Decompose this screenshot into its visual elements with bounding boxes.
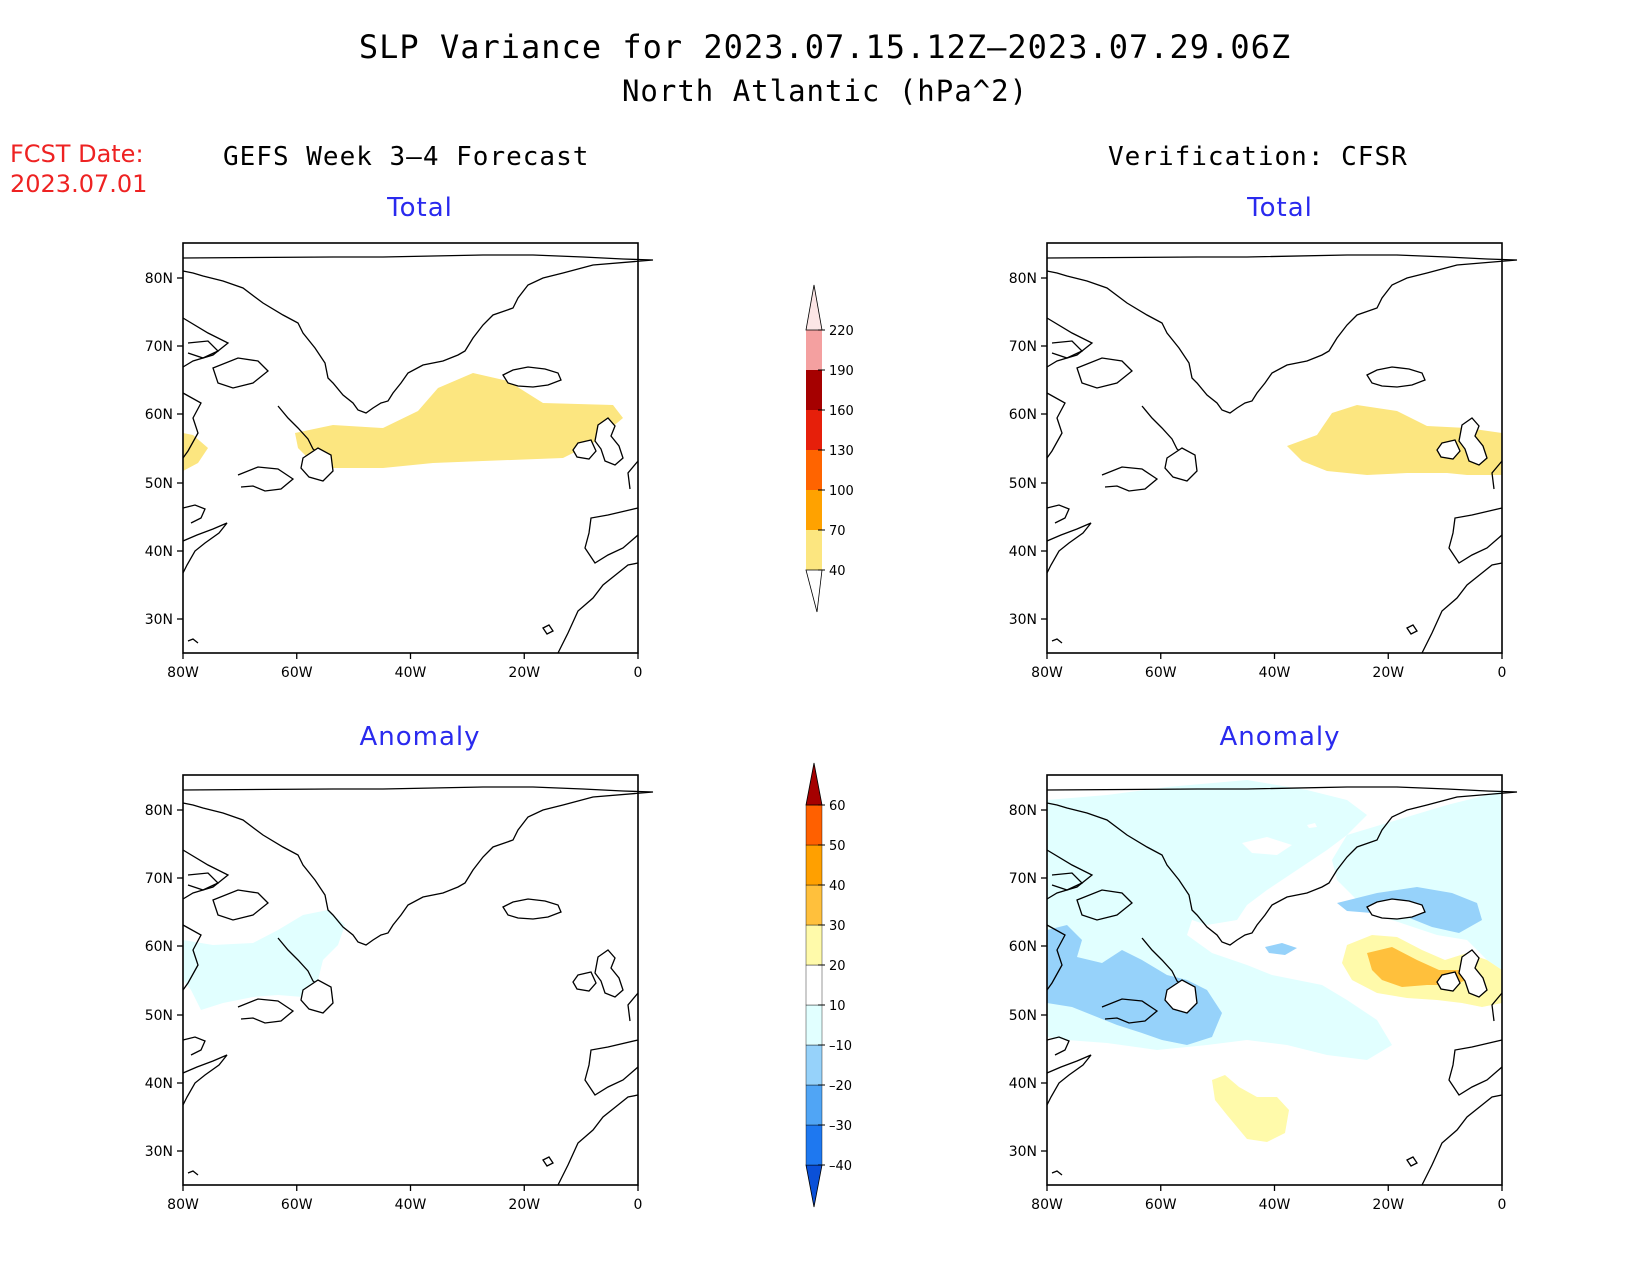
lon-label-forecast-anomaly: 80W — [167, 1197, 199, 1213]
colorbar-anomaly-label: 50 — [829, 839, 846, 854]
lon-label-verification-anomaly: 80W — [1031, 1197, 1063, 1213]
fcst-date-value: 2023.07.01 — [10, 170, 148, 198]
colorbar-anomaly-box — [805, 924, 823, 966]
lon-label-forecast-total: 0 — [634, 665, 643, 681]
lat-label-verification-total: 80N — [1009, 271, 1037, 287]
colorbar-total-top-extension — [805, 284, 823, 331]
colorbar-anomaly-label: 30 — [829, 919, 846, 934]
lon-label-verification-total: 60W — [1145, 665, 1177, 681]
lon-label-forecast-anomaly: 0 — [634, 1197, 643, 1213]
lon-label-forecast-anomaly: 20W — [508, 1197, 540, 1213]
colorbar-total-box — [806, 450, 822, 490]
colorbar-anomaly-label: –40 — [829, 1159, 852, 1174]
lon-label-verification-anomaly: 20W — [1372, 1197, 1404, 1213]
lat-label-forecast-anomaly: 30N — [145, 1144, 173, 1160]
lon-label-verification-total: 40W — [1259, 665, 1291, 681]
map-panel-forecast-anomaly — [182, 774, 654, 1186]
colorbar-anomaly-box — [805, 844, 823, 886]
colorbar-total-box — [806, 330, 822, 370]
colorbar-anomaly-label: –10 — [829, 1039, 852, 1054]
lon-label-verification-anomaly: 0 — [1498, 1197, 1507, 1213]
colorbar-total-label: 40 — [829, 564, 846, 579]
lat-label-verification-total: 50N — [1009, 476, 1037, 492]
lat-label-verification-anomaly: 80N — [1009, 803, 1037, 819]
colorbar-anomaly-box — [805, 804, 823, 846]
lon-label-forecast-anomaly: 60W — [281, 1197, 313, 1213]
lon-label-forecast-total: 80W — [167, 665, 199, 681]
lat-label-verification-total: 70N — [1009, 339, 1037, 355]
lat-label-verification-anomaly: 30N — [1009, 1144, 1037, 1160]
column-heading-verification: Verification: CFSR — [1108, 142, 1408, 172]
colorbar-total-label: 220 — [829, 324, 854, 339]
lon-label-verification-total: 20W — [1372, 665, 1404, 681]
lat-label-forecast-total: 70N — [145, 339, 173, 355]
lat-label-forecast-total: 30N — [145, 612, 173, 628]
map-panel-forecast-total — [182, 242, 654, 654]
axis-labels: 80W 60W 40W 20W 0 80N 70N 60N 50N 40N 30N 80W 60W 40W… — [145, 271, 1507, 1213]
subtitle-anomaly-verification: Anomaly — [1219, 722, 1341, 752]
colorbar-anomaly-box — [805, 1004, 823, 1046]
lat-label-forecast-total: 40N — [145, 544, 173, 560]
colorbar-anomaly-box — [805, 964, 823, 1006]
subtitle-total-forecast: Total — [387, 193, 453, 223]
lat-label-verification-total: 60N — [1009, 407, 1037, 423]
colorbar-anomaly-box — [805, 884, 823, 926]
colorbar-total-label: 100 — [829, 484, 854, 499]
map-panel-verification-anomaly — [1046, 774, 1518, 1186]
colorbar-anomaly-bottom-extension — [805, 1164, 823, 1208]
colorbar-anomaly-box — [805, 1124, 823, 1166]
colorbar-anomaly-box — [805, 1084, 823, 1126]
colorbar-anomaly-label: 10 — [829, 999, 846, 1014]
colorbar-total-box — [806, 530, 822, 570]
lat-label-verification-total: 40N — [1009, 544, 1037, 560]
lon-label-forecast-total: 40W — [395, 665, 427, 681]
fcst-date-label: FCST Date: — [10, 140, 144, 168]
lon-label-forecast-anomaly: 40W — [395, 1197, 427, 1213]
lon-label-verification-anomaly: 60W — [1145, 1197, 1177, 1213]
lon-label-verification-total: 0 — [1498, 665, 1507, 681]
colorbar-anomaly-label: –30 — [829, 1119, 852, 1134]
lat-label-verification-anomaly: 70N — [1009, 871, 1037, 887]
title-line-1: SLP Variance for 2023.07.15.12Z–2023.07.… — [358, 28, 1292, 66]
lon-label-forecast-total: 20W — [508, 665, 540, 681]
colorbar-anomaly-label: 20 — [829, 959, 846, 974]
colorbar-total-label: 190 — [829, 364, 854, 379]
lat-label-verification-anomaly: 40N — [1009, 1076, 1037, 1092]
colorbar-total-box — [806, 410, 822, 450]
colorbar-total-box — [806, 370, 822, 410]
lat-label-verification-anomaly: 60N — [1009, 939, 1037, 955]
colorbar-total-label: 130 — [829, 444, 854, 459]
colorbar-total-bottom-extension — [805, 569, 823, 613]
map-panel-verification-total — [1046, 242, 1518, 654]
lat-label-forecast-total: 80N — [145, 271, 173, 287]
lat-label-forecast-anomaly: 80N — [145, 803, 173, 819]
title-line-2: North Atlantic (hPa^2) — [621, 74, 1029, 108]
lat-label-verification-anomaly: 50N — [1009, 1008, 1037, 1024]
lat-label-forecast-anomaly: 70N — [145, 871, 173, 887]
colorbar-total: 40 70 100 130 160 190 220 — [805, 284, 854, 613]
colorbar-total-label: 160 — [829, 404, 854, 419]
lat-label-forecast-anomaly: 50N — [145, 1008, 173, 1024]
colorbar-anomaly-label: 40 — [829, 879, 846, 894]
lat-label-forecast-anomaly: 40N — [145, 1076, 173, 1092]
colorbar-anomaly-label: –20 — [829, 1079, 852, 1094]
subtitle-total-verification: Total — [1247, 193, 1313, 223]
column-heading-forecast: GEFS Week 3–4 Forecast — [223, 142, 590, 172]
subtitle-anomaly-forecast: Anomaly — [359, 722, 481, 752]
lon-label-verification-anomaly: 40W — [1259, 1197, 1291, 1213]
lon-label-verification-total: 80W — [1031, 665, 1063, 681]
colorbar-total-box — [806, 490, 822, 530]
colorbar-total-label: 70 — [829, 524, 846, 539]
lat-label-forecast-anomaly: 60N — [145, 939, 173, 955]
colorbar-anomaly-box — [805, 1044, 823, 1086]
colorbar-anomaly: –40 –30 –20 –10 10 20 30 40 50 60 — [805, 762, 852, 1208]
colorbar-anomaly-top-extension — [805, 762, 823, 806]
colorbar-anomaly-label: 60 — [829, 799, 846, 814]
lat-label-forecast-total: 60N — [145, 407, 173, 423]
lat-label-verification-total: 30N — [1009, 612, 1037, 628]
lat-label-forecast-total: 50N — [145, 476, 173, 492]
lon-label-forecast-total: 60W — [281, 665, 313, 681]
